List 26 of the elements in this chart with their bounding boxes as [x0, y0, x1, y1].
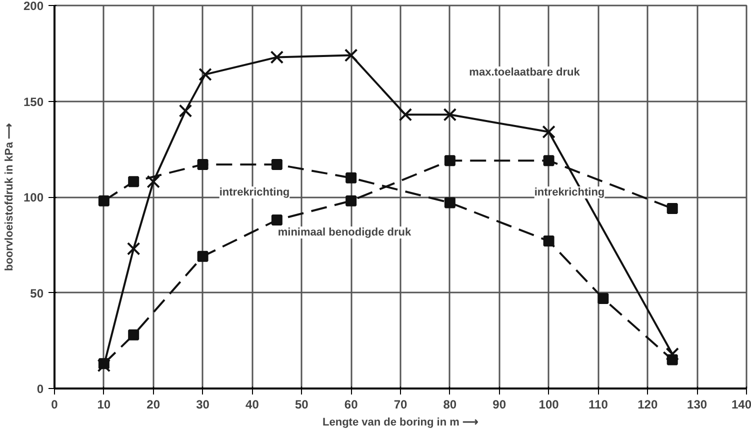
x-tick-label: 60: [344, 398, 358, 412]
y-axis-title: boorvloeistofdruk in kPa ⟶: [3, 122, 16, 272]
x-tick-label: 70: [394, 398, 408, 412]
x-tick-label: 90: [492, 398, 506, 412]
y-tick-label: 0: [36, 382, 44, 396]
x-tick-label: 10: [97, 398, 111, 412]
x-tick-label: 130: [687, 398, 708, 412]
x-tick-label: 50: [294, 398, 309, 412]
x-tick-label: 20: [146, 398, 160, 412]
x-tick-label: 30: [196, 398, 210, 412]
y-tick-label: 150: [23, 94, 44, 109]
x-tick-label: 140: [731, 398, 751, 412]
x-tick-label: 110: [588, 398, 608, 412]
annotation: intrekrichting: [534, 186, 605, 198]
x-tick-label: 80: [443, 398, 457, 412]
x-tick-label: 100: [538, 398, 560, 412]
x-tick-label: 0: [51, 398, 58, 412]
x-tick-label: 120: [638, 398, 658, 412]
y-tick-label: 100: [23, 190, 44, 204]
y-tick-label: 50: [30, 286, 44, 300]
annotation: intrekrichting: [219, 186, 290, 198]
x-tick-label: 40: [246, 398, 260, 412]
annotation: max.toelaatbare druk: [469, 66, 581, 78]
y-tick-label: 200: [23, 0, 44, 13]
x-axis-title: Lengte van de boring in m ⟶: [322, 416, 478, 428]
annotation: minimaal benodigde druk: [278, 226, 412, 238]
